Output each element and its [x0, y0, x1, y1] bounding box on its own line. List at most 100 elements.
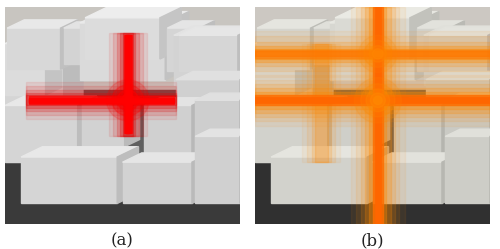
Polygon shape	[5, 36, 62, 44]
Polygon shape	[165, 12, 188, 80]
Polygon shape	[257, 28, 310, 69]
Polygon shape	[126, 35, 130, 133]
Polygon shape	[314, 28, 333, 64]
Polygon shape	[255, 84, 490, 117]
Circle shape	[106, 80, 149, 121]
Circle shape	[374, 96, 382, 104]
Polygon shape	[257, 20, 328, 28]
Polygon shape	[450, 21, 464, 71]
Polygon shape	[255, 54, 314, 111]
Polygon shape	[310, 20, 328, 69]
Polygon shape	[122, 162, 192, 203]
Polygon shape	[255, 106, 328, 162]
Text: (a): (a)	[111, 233, 134, 249]
Polygon shape	[124, 98, 140, 147]
Polygon shape	[64, 28, 83, 64]
Circle shape	[370, 93, 386, 108]
Polygon shape	[174, 26, 259, 35]
Polygon shape	[429, 35, 488, 71]
Polygon shape	[429, 27, 500, 35]
Polygon shape	[5, 7, 240, 131]
Polygon shape	[424, 35, 490, 85]
Polygon shape	[351, 7, 405, 224]
Polygon shape	[376, 7, 380, 224]
Polygon shape	[255, 50, 490, 58]
Polygon shape	[28, 96, 174, 104]
Polygon shape	[26, 82, 176, 119]
Polygon shape	[314, 22, 346, 28]
Polygon shape	[240, 93, 255, 157]
Polygon shape	[255, 96, 347, 106]
Polygon shape	[64, 45, 83, 111]
Polygon shape	[195, 93, 255, 100]
Polygon shape	[394, 106, 442, 157]
Polygon shape	[179, 35, 238, 71]
Circle shape	[364, 41, 392, 67]
Circle shape	[117, 90, 138, 111]
Polygon shape	[490, 26, 500, 85]
Polygon shape	[255, 95, 490, 106]
Circle shape	[124, 97, 131, 103]
Polygon shape	[85, 7, 181, 18]
Polygon shape	[271, 147, 388, 157]
Polygon shape	[113, 33, 143, 136]
Polygon shape	[195, 100, 240, 157]
Polygon shape	[82, 106, 124, 147]
Circle shape	[366, 89, 390, 112]
Polygon shape	[365, 7, 390, 224]
Polygon shape	[46, 36, 62, 95]
Polygon shape	[255, 92, 490, 109]
Polygon shape	[255, 111, 490, 224]
Polygon shape	[144, 98, 208, 106]
Polygon shape	[312, 44, 331, 162]
Polygon shape	[372, 162, 442, 203]
Polygon shape	[328, 96, 347, 162]
Polygon shape	[117, 147, 138, 203]
Polygon shape	[332, 98, 390, 106]
Polygon shape	[192, 153, 211, 203]
Polygon shape	[442, 98, 458, 157]
Polygon shape	[445, 93, 500, 100]
Polygon shape	[445, 100, 490, 157]
Polygon shape	[64, 22, 96, 28]
Polygon shape	[445, 136, 490, 203]
Polygon shape	[302, 44, 341, 162]
Circle shape	[361, 84, 395, 117]
Polygon shape	[179, 27, 255, 35]
Polygon shape	[26, 90, 176, 111]
Polygon shape	[335, 7, 431, 18]
Polygon shape	[168, 21, 214, 28]
Polygon shape	[176, 71, 257, 80]
Polygon shape	[5, 96, 97, 106]
Polygon shape	[120, 33, 136, 136]
Polygon shape	[296, 36, 312, 95]
Polygon shape	[372, 153, 461, 162]
Polygon shape	[26, 86, 176, 115]
Polygon shape	[238, 27, 255, 71]
Polygon shape	[374, 7, 381, 224]
Polygon shape	[490, 129, 500, 203]
Polygon shape	[314, 45, 333, 111]
Polygon shape	[195, 136, 240, 203]
Polygon shape	[418, 21, 465, 28]
Polygon shape	[7, 20, 78, 28]
Polygon shape	[442, 153, 461, 203]
Polygon shape	[255, 45, 333, 54]
Polygon shape	[308, 44, 335, 162]
Polygon shape	[82, 98, 140, 106]
Polygon shape	[7, 28, 60, 69]
Polygon shape	[332, 106, 374, 147]
Polygon shape	[26, 93, 176, 108]
Polygon shape	[28, 99, 174, 102]
Polygon shape	[240, 26, 259, 85]
Polygon shape	[174, 35, 240, 85]
Polygon shape	[85, 18, 160, 59]
Polygon shape	[240, 129, 255, 203]
Polygon shape	[330, 23, 415, 80]
Polygon shape	[117, 33, 138, 136]
Polygon shape	[80, 23, 165, 80]
Circle shape	[122, 94, 134, 107]
Polygon shape	[5, 54, 64, 111]
Polygon shape	[394, 98, 458, 106]
Polygon shape	[21, 147, 138, 157]
